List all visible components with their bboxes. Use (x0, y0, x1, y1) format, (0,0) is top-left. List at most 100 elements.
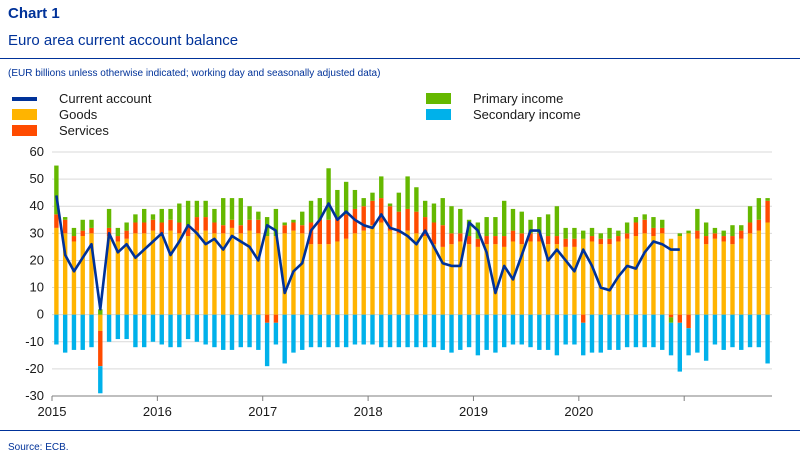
goods-bar (475, 246, 481, 315)
goods-bar (212, 233, 217, 315)
services-bar (387, 206, 393, 231)
goods-bar (282, 233, 287, 315)
secondary_income-bar (247, 314, 252, 348)
services-bar (343, 214, 349, 239)
goods-bar (730, 244, 735, 315)
source-rule (0, 430, 800, 431)
goods-bar (370, 225, 375, 315)
y-tick-label: 50 (30, 171, 44, 186)
primary_income-bar (545, 214, 551, 237)
services-bar (651, 227, 656, 237)
primary_income-bar (440, 198, 445, 226)
services-bar (54, 214, 59, 228)
primary_income-bar (519, 211, 524, 234)
primary_income-bar (194, 200, 200, 218)
primary_income-bar (554, 206, 560, 237)
goods-bar (686, 233, 691, 315)
primary_income-bar (212, 208, 217, 223)
goods-bar (194, 230, 200, 315)
current-account-line-path (55, 195, 680, 311)
goods-bar (695, 238, 700, 315)
services-bar (238, 225, 243, 234)
goods-bar (589, 241, 595, 315)
goods-bar (177, 233, 182, 315)
secondary_income-bar (291, 314, 296, 353)
services-bar (537, 233, 542, 242)
primary_income-bar (730, 225, 735, 237)
primary_income-bar (352, 189, 358, 209)
secondary_income-bar (168, 314, 173, 348)
secondary_income-bar (405, 314, 410, 348)
services-bar (440, 225, 445, 247)
legend-secondary-swatch (426, 109, 451, 120)
primary_income-bar (422, 200, 428, 218)
y-tick-label: 40 (30, 198, 44, 213)
services-bar (449, 233, 454, 245)
goods-bar (519, 244, 524, 315)
primary_income-bar (300, 211, 305, 226)
secondary_income-bar (431, 314, 437, 348)
source-note: Source: ECB. (8, 442, 69, 453)
secondary_income-bar (203, 314, 208, 345)
goods-bar (431, 244, 437, 315)
services-bar (317, 219, 322, 245)
primary_income-bar (150, 214, 156, 220)
services-bar (203, 217, 208, 231)
primary_income-bar (660, 219, 665, 228)
primary_income-bar (229, 198, 235, 220)
primary_income-bar (308, 200, 314, 223)
services-bar (124, 230, 129, 239)
goods-bar (458, 241, 463, 315)
services-bar (194, 217, 200, 231)
secondary_income-bar (510, 314, 516, 345)
services-bar (695, 230, 700, 239)
chart-subtitle: (EUR billions unless otherwise indicated… (8, 68, 381, 79)
primary_income-bar (537, 217, 542, 234)
primary_income-bar (739, 225, 744, 231)
primary_income-bar (458, 208, 463, 234)
services-bar (756, 219, 762, 231)
primary_income-bar (379, 176, 384, 199)
goods-bar (185, 236, 191, 315)
goods-bar (440, 246, 445, 315)
y-tick-label: 60 (30, 144, 44, 159)
services-bar (721, 236, 726, 242)
goods-bar (466, 244, 472, 315)
services-bar (422, 217, 428, 237)
goods-bar (80, 236, 85, 315)
goods-bar (221, 233, 226, 315)
services-bar (379, 198, 384, 223)
goods-bar (449, 244, 454, 315)
services-bar (291, 222, 296, 231)
secondary_income-bar (458, 314, 463, 350)
goods-bar (712, 238, 718, 315)
services-bar (229, 219, 235, 228)
secondary_income-bar (633, 314, 639, 348)
goods-bar (642, 233, 647, 315)
primary_income-bar (124, 222, 129, 231)
services-bar (405, 208, 410, 231)
services-bar (545, 236, 551, 245)
primary_income-bar (765, 198, 770, 201)
services-bar (642, 219, 647, 234)
secondary_income-bar (387, 314, 393, 348)
services-bar (589, 236, 595, 242)
secondary_income-bar (379, 314, 384, 348)
goods-bar (159, 233, 164, 315)
x-tick-label: 2017 (248, 404, 277, 419)
primary_income-bar (633, 217, 639, 223)
primary_income-bar (431, 203, 437, 223)
services-bar (150, 219, 156, 231)
goods-bar (607, 244, 612, 315)
goods-bar (484, 244, 489, 315)
secondary_income-bar (229, 314, 235, 350)
primary_income-bar (668, 317, 674, 323)
goods-bar (379, 222, 384, 315)
primary_income-bar (80, 219, 85, 231)
services-bar (607, 238, 612, 245)
services-bar (133, 222, 138, 234)
goods-bar (229, 227, 235, 315)
services-bar (159, 222, 164, 234)
goods-bar (765, 222, 770, 315)
secondary_income-bar (343, 314, 349, 348)
